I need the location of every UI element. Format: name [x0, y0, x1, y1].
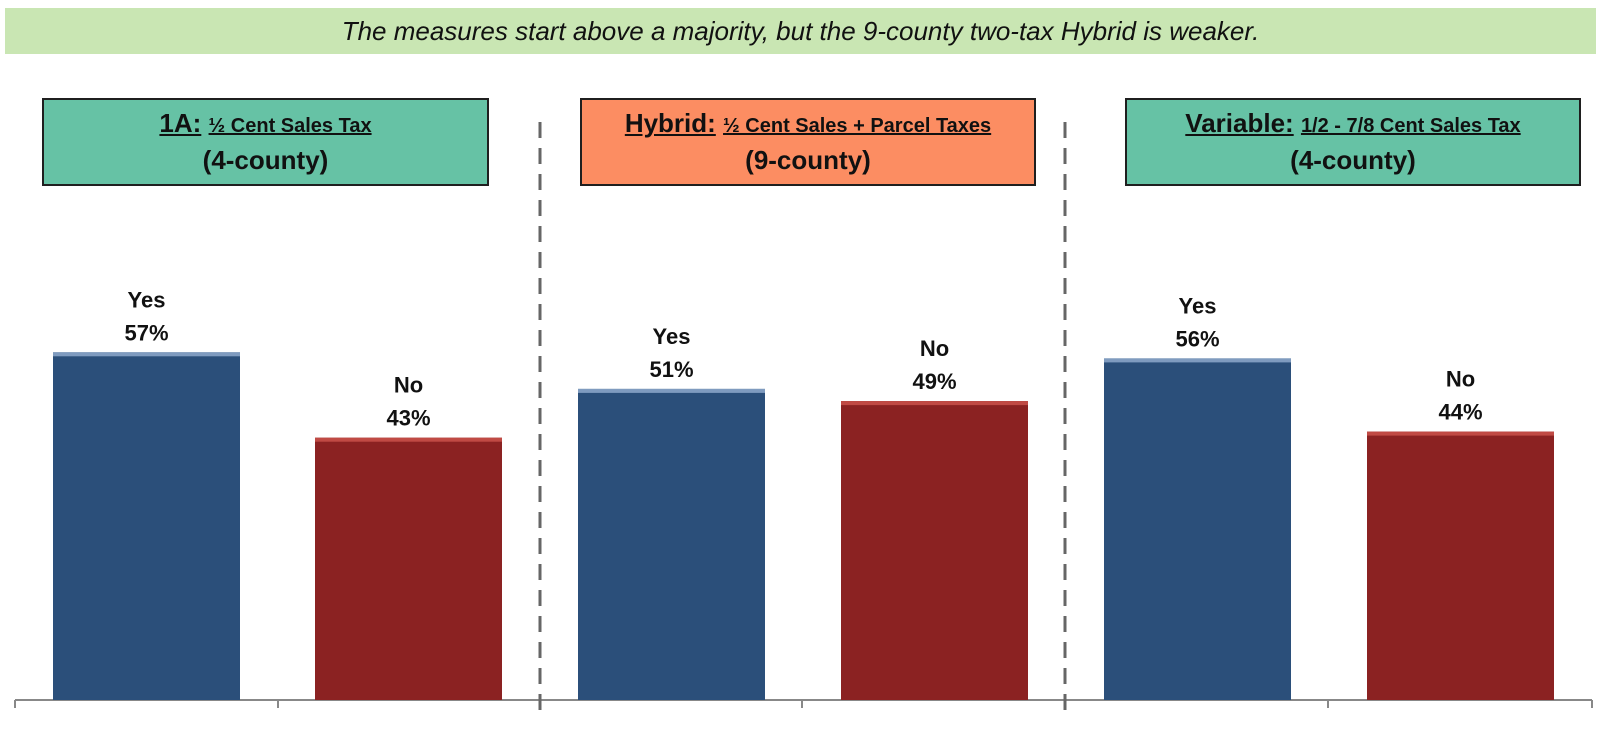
panel-header-hybrid: Hybrid: ½ Cent Sales + Parcel Taxes (9-c…: [580, 98, 1036, 186]
bar-top-highlight: [53, 352, 240, 357]
bar-yes: [1104, 358, 1291, 700]
data-label: 56%: [1175, 326, 1219, 351]
category-label: Yes: [128, 287, 166, 312]
bar-top-highlight: [1104, 358, 1291, 363]
category-label: Yes: [653, 324, 691, 349]
panel-description: 1/2 - 7/8 Cent Sales Tax: [1300, 115, 1521, 137]
data-label: 49%: [912, 369, 956, 394]
bar-top-highlight: [1367, 431, 1554, 436]
panel-description: ½ Cent Sales + Parcel Taxes: [723, 115, 992, 137]
headline-banner: The measures start above a majority, but…: [5, 8, 1596, 54]
bar-no: [315, 437, 502, 700]
bar-yes: [578, 388, 765, 700]
panel-scope: (9-county): [745, 145, 871, 175]
panel-scope: (4-county): [202, 145, 329, 175]
data-label: 44%: [1438, 400, 1482, 425]
panel-scope: (4-county): [1290, 145, 1416, 175]
bar-no: [1367, 431, 1554, 700]
panel-header-1a: 1A: ½ Cent Sales Tax (4-county): [42, 98, 489, 186]
category-label: No: [394, 373, 423, 398]
data-label: 57%: [124, 320, 168, 345]
bar-top-highlight: [841, 401, 1028, 406]
category-label: No: [1446, 367, 1475, 392]
data-label: 51%: [649, 357, 693, 382]
category-label: Yes: [1179, 293, 1217, 318]
panel-description: ½ Cent Sales Tax: [208, 115, 372, 137]
category-label: No: [920, 336, 949, 361]
panel-name: 1A:: [159, 108, 202, 138]
panel-header-variable: Variable: 1/2 - 7/8 Cent Sales Tax (4-co…: [1125, 98, 1581, 186]
data-label: 43%: [386, 406, 430, 431]
bar-no: [841, 401, 1028, 700]
bar-top-highlight: [578, 388, 765, 393]
bar-top-highlight: [315, 437, 502, 442]
headline-text: The measures start above a majority, but…: [341, 15, 1260, 46]
panel-name: Hybrid:: [624, 108, 716, 138]
bar-yes: [53, 352, 240, 700]
panel-name: Variable:: [1185, 108, 1294, 138]
